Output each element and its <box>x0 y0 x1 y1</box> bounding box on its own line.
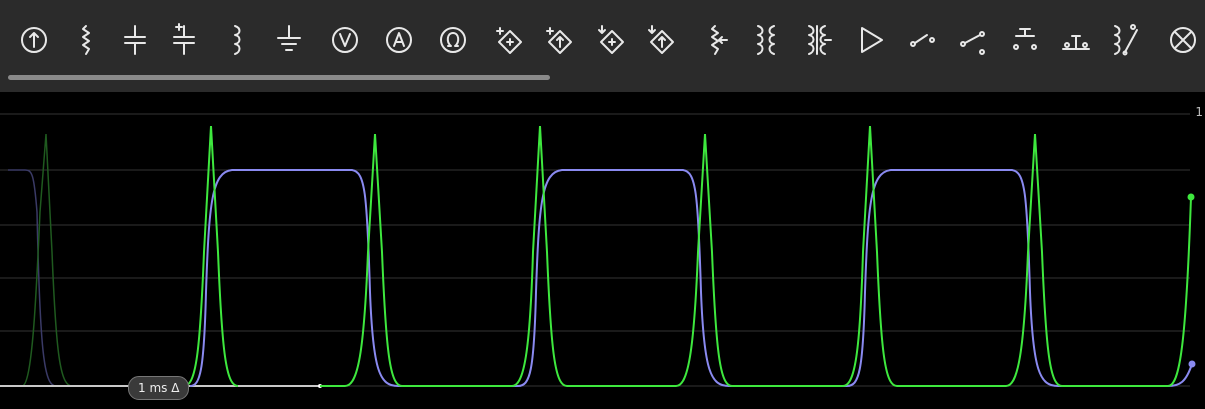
trace-blue-endpoint <box>1188 360 1196 368</box>
vcvs-icon[interactable] <box>496 27 522 54</box>
cccs-icon[interactable] <box>648 25 674 54</box>
lamp-icon[interactable] <box>1170 27 1196 53</box>
axis-max-label: 1 <box>1195 105 1203 119</box>
ccvs-icon[interactable] <box>598 25 624 54</box>
polarized-capacitor-icon[interactable] <box>173 23 195 55</box>
relay-icon[interactable] <box>1114 24 1138 56</box>
ammeter-icon[interactable] <box>386 27 412 53</box>
faded-trace-blue <box>8 169 72 387</box>
scope-plot: 1 ms Δ 1 <box>0 92 1205 409</box>
inductor-icon[interactable] <box>234 25 241 55</box>
transformer-icon[interactable] <box>757 25 775 55</box>
resistor-icon[interactable] <box>82 25 90 55</box>
ohmmeter-icon[interactable] <box>440 27 466 53</box>
opamp-icon[interactable] <box>861 27 883 53</box>
transformer-alt-icon[interactable] <box>808 25 832 55</box>
component-toolbar <box>0 0 1205 92</box>
trace-green-endpoint <box>1187 193 1195 201</box>
toolbar-icons-svg <box>21 23 1196 56</box>
potentiometer-icon[interactable] <box>711 25 728 55</box>
scope-svg <box>0 113 1196 388</box>
pushbutton-no-icon[interactable] <box>1013 28 1037 50</box>
timebase-badge[interactable]: 1 ms Δ <box>128 376 190 400</box>
capacitor-icon[interactable] <box>124 25 146 55</box>
faded-trace-green <box>21 133 73 387</box>
ground-icon[interactable] <box>277 25 301 51</box>
current-source-icon[interactable] <box>21 27 47 53</box>
pushbutton-nc-icon[interactable] <box>1062 35 1090 50</box>
voltmeter-icon[interactable] <box>332 27 358 53</box>
vccs-icon[interactable] <box>546 27 572 54</box>
switch-spst-icon[interactable] <box>910 34 935 47</box>
toolbar-scrollbar[interactable] <box>8 75 550 80</box>
trace-green <box>183 125 1192 387</box>
grid-lines <box>0 113 1190 387</box>
switch-spdt-icon[interactable] <box>960 31 985 55</box>
